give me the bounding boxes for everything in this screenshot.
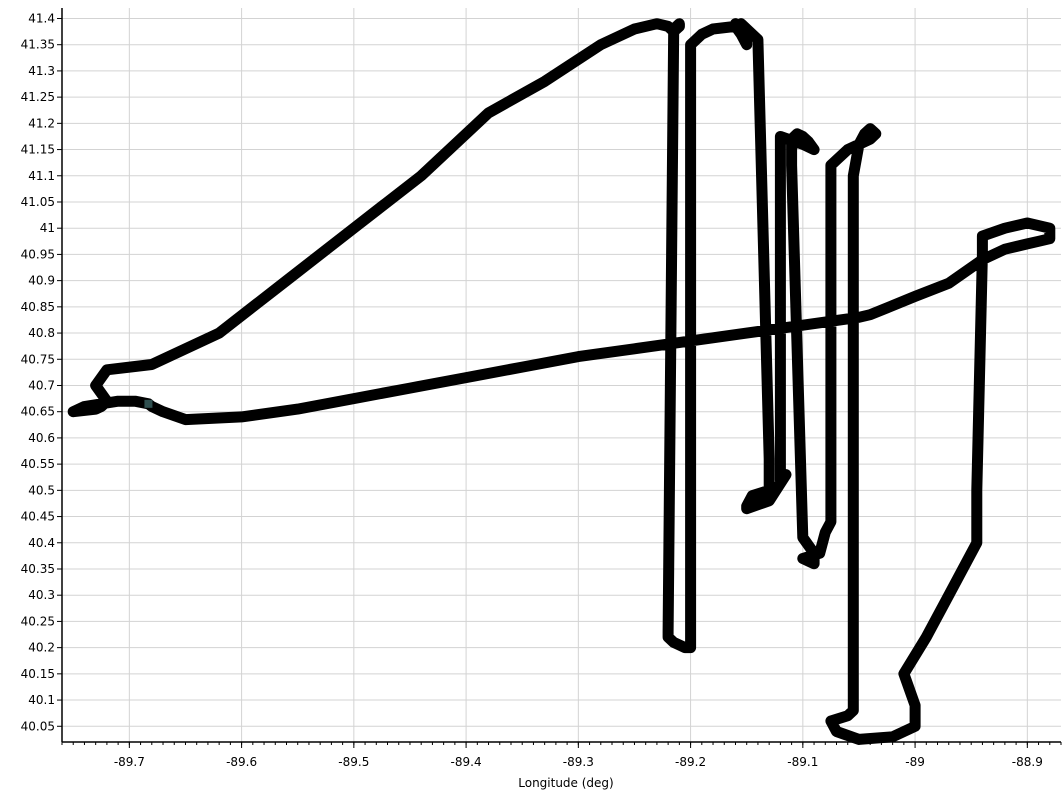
y-tick-label: 40.7 xyxy=(28,378,55,392)
y-tick-label: 40.3 xyxy=(28,588,55,602)
y-tick-label: 41.3 xyxy=(28,64,55,78)
x-tick-label: -89.1 xyxy=(787,755,818,769)
x-axis-title: Longitude (deg) xyxy=(518,776,613,790)
y-tick-label: 40.5 xyxy=(28,483,55,497)
y-tick-label: 40.6 xyxy=(28,431,55,445)
track-series-line xyxy=(67,18,1056,745)
axes xyxy=(61,8,1061,743)
plot-area xyxy=(62,8,1061,742)
y-tick-label: 40.9 xyxy=(28,274,55,288)
y-tick-label: 40.45 xyxy=(21,510,55,524)
y-tick-label: 40.85 xyxy=(21,300,55,314)
y-tick-label: 41.1 xyxy=(28,169,55,183)
y-tick-label: 40.65 xyxy=(21,405,55,419)
series-layer xyxy=(67,18,1056,745)
y-tick-label: 41.05 xyxy=(21,195,55,209)
y-tick-label: 41.2 xyxy=(28,116,55,130)
x-tick-label: -89.2 xyxy=(675,755,706,769)
y-ticks: 40.05 40.1 40.15 40.2 40.25 40.3 40.35 40.4 40.4… xyxy=(21,11,62,733)
x-tick-label: -89.6 xyxy=(226,755,257,769)
y-tick-label: 40.8 xyxy=(28,326,55,340)
y-tick-label: 40.25 xyxy=(21,614,55,628)
x-tick-label: -89.3 xyxy=(563,755,594,769)
start-marker xyxy=(144,399,153,408)
y-tick-label: 40.1 xyxy=(28,693,55,707)
y-tick-label: 41.15 xyxy=(21,143,55,157)
y-tick-label: 40.15 xyxy=(21,667,55,681)
y-tick-label: 40.95 xyxy=(21,247,55,261)
y-tick-label: 41.4 xyxy=(28,11,55,25)
y-tick-label: 40.55 xyxy=(21,457,55,471)
x-tick-label: -88.9 xyxy=(1012,755,1043,769)
y-tick-label: 40.05 xyxy=(21,719,55,733)
x-tick-label: -89.7 xyxy=(114,755,145,769)
x-tick-label: -89 xyxy=(905,755,925,769)
x-ticks: -89.7 -89.6 -89.5 -89.4 -89.3 -89.2 -89.1 -89 -8… xyxy=(61,742,1062,769)
y-tick-label: 41.35 xyxy=(21,38,55,52)
y-tick-label: 40.2 xyxy=(28,641,55,655)
y-tick-label: 40.75 xyxy=(21,352,55,366)
x-tick-label: -89.4 xyxy=(451,755,482,769)
y-tick-label: 40.35 xyxy=(21,562,55,576)
y-tick-label: 41 xyxy=(40,221,55,235)
y-tick-label: 40.4 xyxy=(28,536,55,550)
x-tick-label: -89.5 xyxy=(338,755,369,769)
y-tick-label: 41.25 xyxy=(21,90,55,104)
